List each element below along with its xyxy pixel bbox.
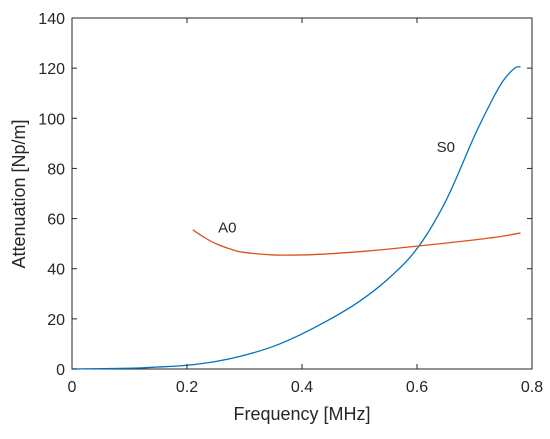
x-tick-label: 0.2 — [176, 379, 198, 396]
plot-frame — [71, 17, 533, 370]
x-tick-label: 0.6 — [406, 379, 428, 396]
annotation-a0: A0 — [218, 219, 236, 236]
x-axis-label: Frequency [MHz] — [233, 404, 370, 424]
y-tick-label: 80 — [47, 161, 65, 178]
y-tick-label: 20 — [47, 312, 65, 329]
y-tick-label: 120 — [38, 61, 65, 78]
series-layer — [71, 66, 521, 370]
y-tick-label: 0 — [56, 362, 65, 379]
y-tick-label: 100 — [38, 111, 65, 128]
x-tick-label: 0.8 — [521, 379, 543, 396]
ticks-layer: 0 0.2 0.4 0.6 0.8 0 20 40 60 80 100 120 140 — [38, 11, 543, 396]
y-tick-label: 140 — [38, 11, 65, 28]
series-line-s0 — [71, 66, 521, 370]
y-tick-label: 60 — [47, 212, 65, 229]
x-tick-label: 0 — [68, 379, 77, 396]
y-tick-label: 40 — [47, 262, 65, 279]
annotation-layer: A0 S0 — [218, 139, 455, 236]
plot-area — [71, 17, 533, 370]
y-axis-label: Attenuation [Np/m] — [9, 119, 29, 268]
annotation-s0: S0 — [437, 139, 455, 156]
x-tick-label: 0.4 — [291, 379, 313, 396]
series-line-a0 — [192, 229, 521, 256]
